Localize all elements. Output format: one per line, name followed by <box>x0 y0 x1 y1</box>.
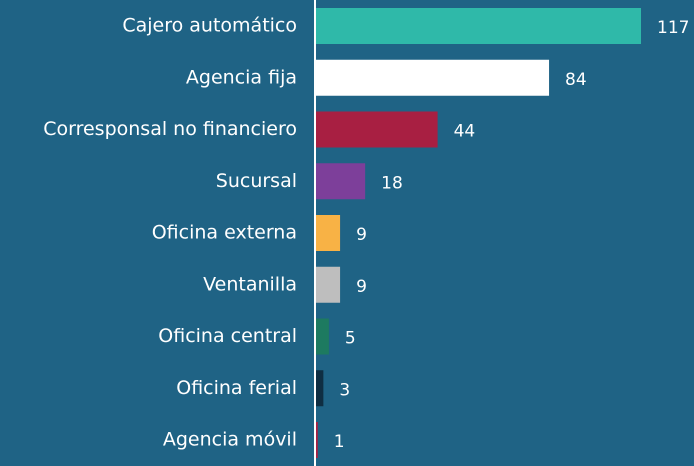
value-label: 117 <box>657 18 689 38</box>
value-label: 18 <box>381 173 403 193</box>
bar <box>315 215 341 251</box>
category-label: Corresponsal no financiero <box>43 118 297 140</box>
bar <box>315 318 329 355</box>
category-label: Agencia móvil <box>163 429 297 451</box>
category-label: Sucursal <box>216 170 297 192</box>
bar <box>315 370 324 407</box>
value-label: 3 <box>339 380 350 400</box>
bar <box>315 163 366 200</box>
value-label: 1 <box>334 432 345 452</box>
bar <box>315 422 318 458</box>
category-label: Cajero automático <box>122 15 297 37</box>
category-label: Ventanilla <box>203 273 297 295</box>
category-label: Oficina ferial <box>176 377 297 399</box>
value-label: 9 <box>356 277 367 297</box>
bar <box>315 266 341 303</box>
category-label: Oficina central <box>158 325 297 347</box>
value-label: 84 <box>565 70 587 90</box>
value-label: 44 <box>454 122 476 142</box>
bar <box>315 111 438 148</box>
category-label: Oficina externa <box>152 222 297 244</box>
category-label: Agencia fija <box>186 66 297 88</box>
bar <box>315 59 550 96</box>
bar <box>315 8 641 44</box>
value-label: 5 <box>345 329 356 349</box>
value-label: 9 <box>356 225 367 245</box>
